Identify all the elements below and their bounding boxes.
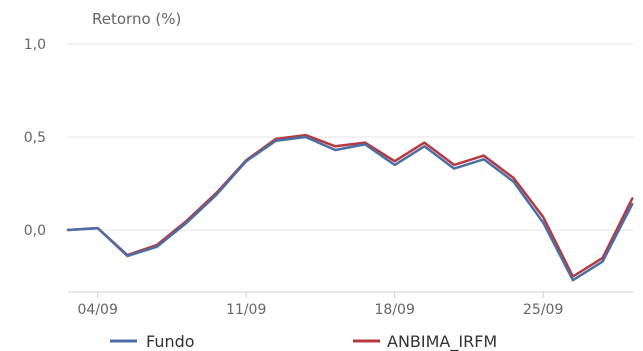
y-axis-title: Retorno (%) [92,10,181,28]
y-tick-label: 0,5 [24,130,46,146]
legend-label[interactable]: ANBIMA_IRFM [387,332,497,351]
legend[interactable]: Fundo ANBIMA_IRFM [110,332,497,351]
axis-layer: 1,0 0,5 0,0 04/09 11/09 18/09 25/09 [24,37,633,318]
grid-layer [68,43,633,231]
y-tick-label: 0,0 [24,223,46,239]
x-tick-label: 25/09 [523,302,563,318]
legend-label[interactable]: Fundo [146,332,195,351]
series-layer [66,133,634,282]
x-tick-label: 04/09 [78,302,118,318]
y-tick-label: 1,0 [24,37,46,53]
series-line-fundo[interactable] [66,135,634,282]
series-line-anbima-irfm[interactable] [66,133,634,278]
x-tick-label: 11/09 [226,302,266,318]
x-tick-label: 18/09 [375,302,415,318]
